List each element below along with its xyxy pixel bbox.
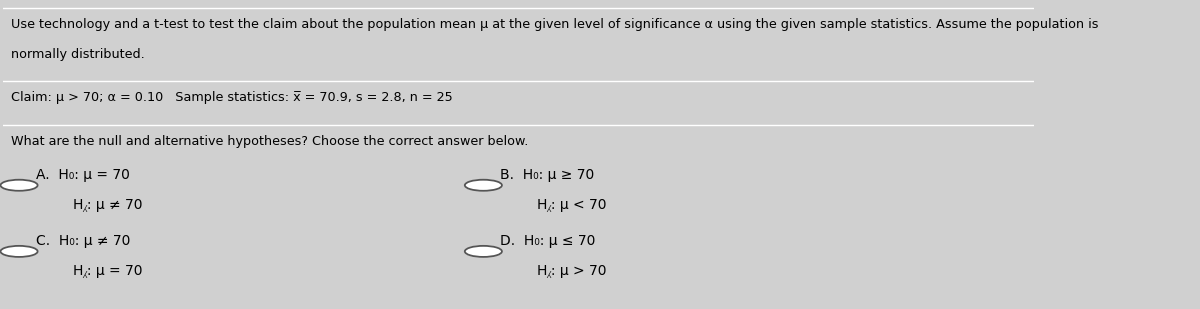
Text: H⁁: μ = 70: H⁁: μ = 70: [73, 264, 143, 278]
Text: H⁁: μ > 70: H⁁: μ > 70: [538, 264, 606, 278]
Circle shape: [0, 246, 37, 257]
Circle shape: [464, 246, 502, 257]
Text: H⁁: μ < 70: H⁁: μ < 70: [538, 197, 606, 212]
Text: Claim: μ > 70; α = 0.10   Sample statistics: x̅ = 70.9, s = 2.8, n = 25: Claim: μ > 70; α = 0.10 Sample statistic…: [11, 91, 452, 104]
Text: C.  H₀: μ ≠ 70: C. H₀: μ ≠ 70: [36, 235, 130, 248]
Text: What are the null and alternative hypotheses? Choose the correct answer below.: What are the null and alternative hypoth…: [11, 134, 528, 147]
Text: Use technology and a t-test to test the claim about the population mean μ at the: Use technology and a t-test to test the …: [11, 18, 1098, 31]
Text: B.  H₀: μ ≥ 70: B. H₀: μ ≥ 70: [500, 168, 594, 182]
Text: H⁁: μ ≠ 70: H⁁: μ ≠ 70: [73, 197, 143, 212]
Text: A.  H₀: μ = 70: A. H₀: μ = 70: [36, 168, 130, 182]
Circle shape: [0, 180, 37, 191]
Text: D.  H₀: μ ≤ 70: D. H₀: μ ≤ 70: [500, 235, 595, 248]
Circle shape: [464, 180, 502, 191]
Text: normally distributed.: normally distributed.: [11, 49, 144, 61]
